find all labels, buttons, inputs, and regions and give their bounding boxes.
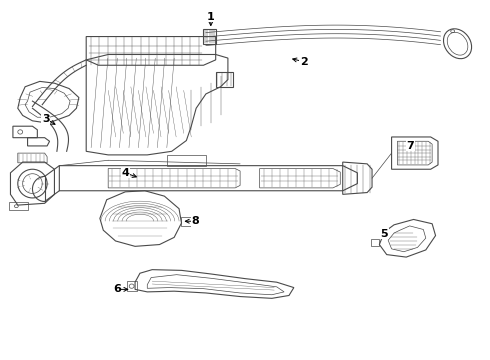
Text: 8: 8: [191, 216, 199, 226]
Text: 6: 6: [113, 284, 121, 294]
Text: 1: 1: [207, 12, 215, 22]
Text: 3: 3: [42, 114, 49, 124]
Text: 4: 4: [122, 168, 129, 178]
Text: 7: 7: [406, 141, 414, 151]
Text: 5: 5: [380, 229, 388, 239]
Text: 2: 2: [300, 57, 308, 67]
